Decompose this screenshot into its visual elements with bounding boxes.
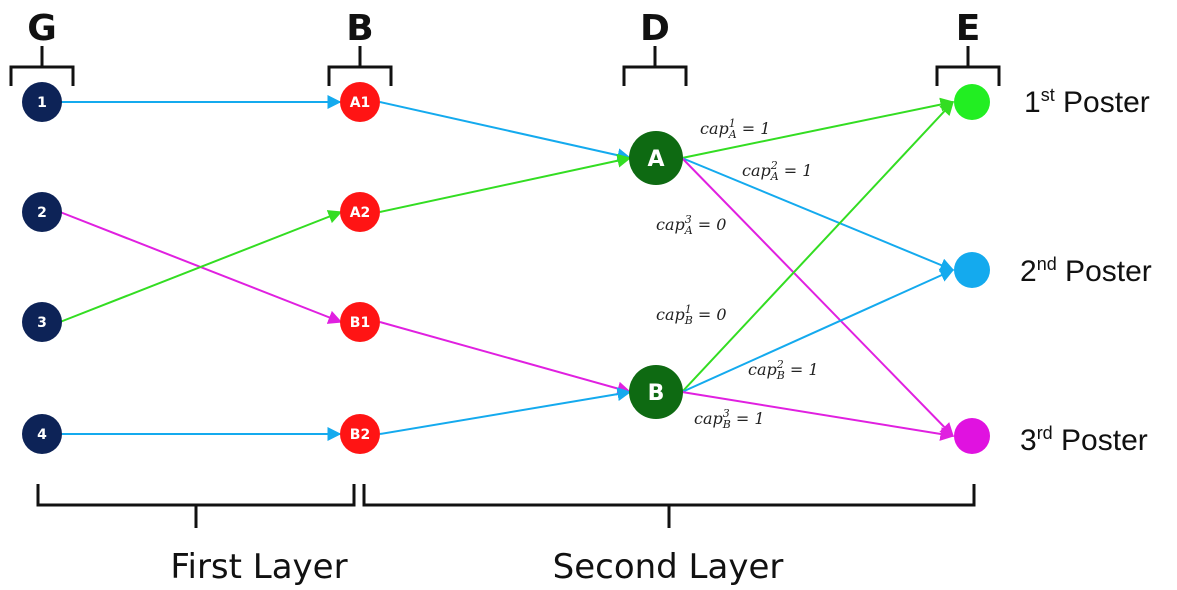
group-label-g: G	[27, 8, 57, 49]
edge-b-poster1	[681, 100, 954, 393]
cap-label-b1: cap1 B = 0	[656, 303, 727, 327]
slot-node-b1: B1	[340, 302, 380, 342]
edge-b1-b	[379, 321, 632, 396]
layer-bracket-second	[362, 484, 976, 528]
slot-node-label: A2	[350, 205, 371, 221]
slot-node-a1: A1	[340, 82, 380, 122]
poster-node-1	[954, 84, 990, 120]
venue-node-label: B	[648, 381, 665, 406]
cap-label-a3: cap3 A = 0	[656, 213, 726, 237]
user-node-4: 4	[22, 414, 62, 454]
edge-b-poster2	[681, 268, 955, 393]
group-bracket-e	[935, 46, 1001, 86]
poster-node-3	[954, 418, 990, 454]
poster-label-3: 3rd Poster	[1020, 423, 1148, 457]
slot-node-b2: B2	[340, 414, 380, 454]
edge-a-poster1	[681, 97, 955, 159]
cap-label-b2: cap2 B = 1	[748, 358, 819, 382]
cap-label-a2: cap2 A = 1	[742, 159, 812, 183]
poster-label-1: 1st Poster	[1024, 85, 1150, 119]
slot-node-label: A1	[350, 95, 371, 111]
edge-b-poster3	[681, 391, 955, 441]
group-label-b: B	[346, 8, 373, 49]
cap-label-a1: cap1 A = 1	[700, 117, 770, 141]
group-bracket-d	[622, 46, 688, 86]
group-bracket-g	[9, 46, 75, 86]
layer-label-second: Second Layer	[553, 547, 784, 587]
group-label-e: E	[956, 8, 981, 49]
slot-node-label: B1	[350, 315, 370, 331]
poster-node-2	[954, 252, 990, 288]
user-node-label: 2	[37, 205, 47, 221]
layer-bracket-first	[36, 484, 356, 528]
edge-a2-a	[379, 153, 632, 213]
user-node-label: 3	[37, 315, 47, 331]
layer-label-first: First Layer	[170, 547, 347, 587]
poster-label-2: 2nd Poster	[1020, 254, 1152, 288]
user-node-1: 1	[22, 82, 62, 122]
cap-label-b3: cap3 B = 1	[694, 407, 765, 431]
edge-a-poster2	[681, 157, 955, 272]
group-bracket-b	[327, 46, 393, 86]
user-node-label: 1	[37, 95, 47, 111]
edge-a-poster3	[681, 157, 954, 438]
edge-3-a2	[59, 210, 343, 323]
user-node-2: 2	[22, 192, 62, 232]
slot-node-a2: A2	[340, 192, 380, 232]
user-node-3: 3	[22, 302, 62, 342]
group-label-d: D	[640, 8, 670, 49]
user-node-label: 4	[37, 427, 47, 443]
venue-node-b: B	[629, 365, 683, 419]
edge-b2-b	[379, 387, 632, 435]
venue-node-label: A	[647, 147, 664, 172]
slot-node-label: B2	[350, 427, 370, 443]
venue-node-a: A	[629, 131, 683, 185]
edge-a1-a	[379, 101, 632, 163]
